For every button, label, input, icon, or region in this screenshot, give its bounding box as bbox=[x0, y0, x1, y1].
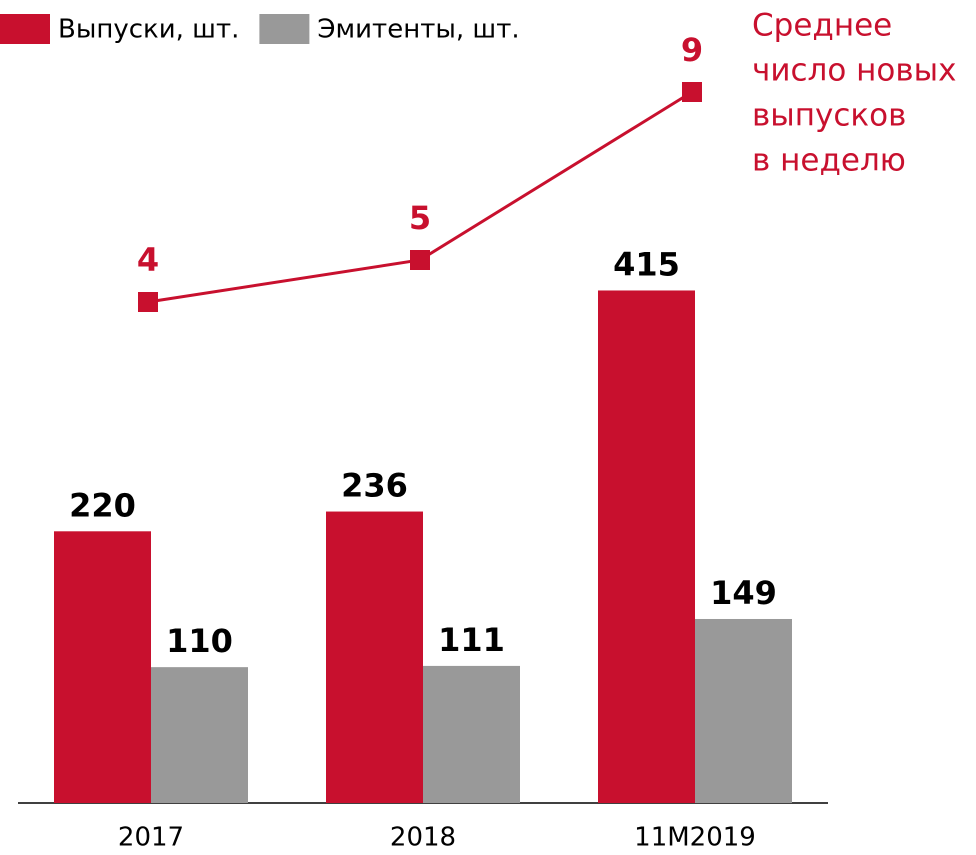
legend-label: Эмитенты, шт. bbox=[317, 15, 519, 45]
data-label: 236 bbox=[341, 467, 408, 505]
data-label: 415 bbox=[613, 245, 680, 283]
data-label: 4 bbox=[137, 241, 159, 279]
bar bbox=[326, 511, 423, 803]
data-label: 111 bbox=[438, 621, 505, 659]
bar bbox=[423, 665, 520, 803]
annotation: Среднее bbox=[752, 8, 892, 44]
annotation: в неделю bbox=[752, 143, 906, 179]
bar bbox=[54, 531, 151, 803]
bar bbox=[598, 290, 695, 804]
bar bbox=[695, 618, 792, 803]
annotation: выпусков bbox=[752, 98, 906, 134]
legend-swatch bbox=[0, 14, 50, 44]
annotation: число новых bbox=[752, 53, 956, 89]
bar bbox=[151, 667, 248, 803]
legend-swatch bbox=[259, 14, 310, 44]
legend-label: Выпуски, шт. bbox=[58, 15, 239, 45]
data-label: 110 bbox=[166, 622, 233, 660]
line bbox=[147, 90, 693, 304]
line-marker bbox=[138, 292, 158, 312]
x-tick-label: 11M2019 bbox=[634, 823, 756, 853]
x-tick-label: 2018 bbox=[390, 823, 456, 853]
data-label: 9 bbox=[681, 31, 703, 69]
data-label: 5 bbox=[409, 199, 431, 237]
data-label: 220 bbox=[69, 486, 136, 524]
x-tick-label: 2017 bbox=[118, 823, 184, 853]
data-label: 149 bbox=[710, 574, 777, 612]
line-marker bbox=[410, 250, 430, 270]
line-marker bbox=[682, 82, 702, 102]
